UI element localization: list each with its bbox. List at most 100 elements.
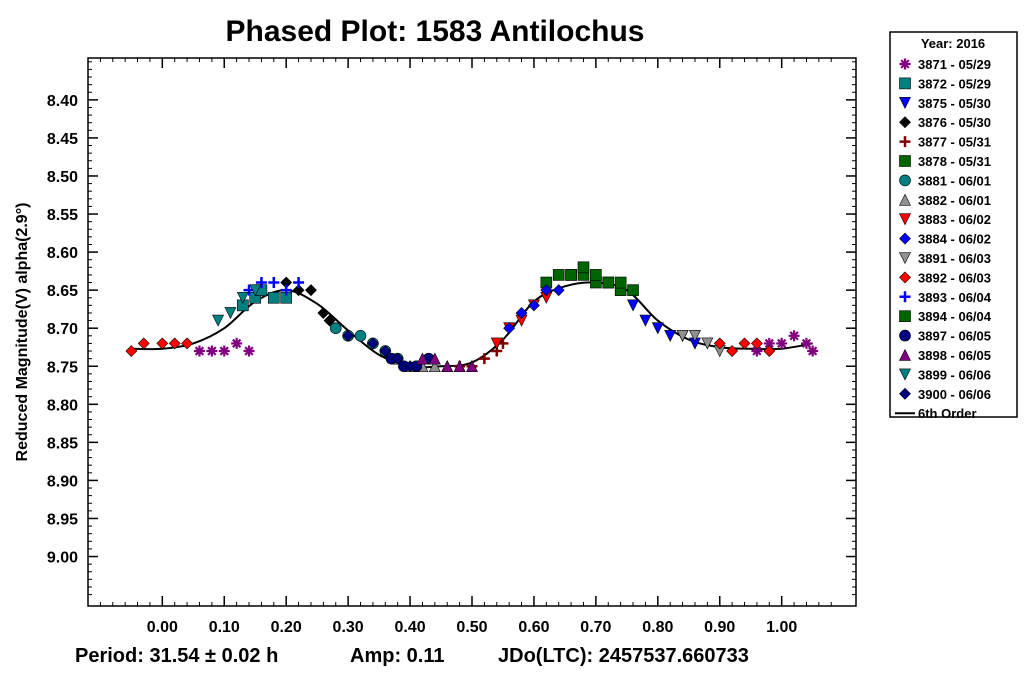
data-point <box>236 291 249 304</box>
y-tick-label: 8.65 <box>47 283 78 300</box>
data-point <box>168 337 181 350</box>
legend-item: 3883 - 06/02 <box>899 212 991 227</box>
legend: Year: 2016 3871 - 05/29 3872 - 05/29 3875 … <box>889 31 1018 421</box>
data-point <box>478 353 490 365</box>
data-point <box>366 337 379 350</box>
data-point <box>701 337 714 350</box>
data-point <box>206 345 218 357</box>
legend-label: 3893 - 06/04 <box>918 290 992 305</box>
series <box>212 284 262 327</box>
data-point <box>776 337 788 349</box>
data-point <box>540 284 553 297</box>
data-point <box>552 269 565 281</box>
data-point <box>292 284 305 297</box>
chart-footer: Period: 31.54 ± 0.02 h Amp: 0.11 JDo(LTC… <box>75 645 749 667</box>
data-point <box>441 360 454 373</box>
data-point <box>565 269 577 281</box>
data-point <box>255 277 267 289</box>
data-point <box>212 314 225 327</box>
data-point <box>193 345 205 357</box>
y-tick-label: 8.80 <box>47 397 78 414</box>
data-point <box>726 345 739 357</box>
fit-curve <box>131 281 813 369</box>
y-tick-label: 8.95 <box>47 511 78 528</box>
data-point <box>354 330 367 342</box>
data-point <box>664 330 677 342</box>
legend-label: 3897 - 06/05 <box>918 329 991 344</box>
data-point <box>676 330 689 342</box>
data-point <box>639 314 652 327</box>
data-point <box>156 337 169 350</box>
legend-label: 3884 - 06/02 <box>918 232 991 247</box>
series <box>342 329 416 373</box>
data-point <box>763 345 776 357</box>
x-axis: 0.00 0.10 0.20 0.30 0.40 0.50 0.60 0.70 0.80 0.90… <box>99 58 832 636</box>
y-tick-label: 8.70 <box>47 321 78 338</box>
y-tick-label: 9.00 <box>47 550 78 567</box>
x-tick-label: 0.10 <box>209 619 240 636</box>
x-tick-label: 0.50 <box>456 619 487 636</box>
data-point <box>218 345 230 357</box>
data-point <box>528 299 540 312</box>
data-point <box>428 360 441 373</box>
data-point <box>800 337 812 349</box>
legend-item: 3876 - 05/30 <box>899 115 991 130</box>
plot-frame <box>87 57 857 607</box>
legend-marker <box>899 116 911 129</box>
data-points-layer <box>125 261 819 373</box>
y-tick-label: 8.75 <box>47 359 78 376</box>
legend-item: 3891 - 06/03 <box>899 251 991 266</box>
data-point <box>280 284 292 296</box>
x-tick-label: 0.30 <box>333 619 364 636</box>
legend-marker <box>899 174 911 187</box>
x-tick-label: 0.20 <box>271 619 302 636</box>
legend-item: 3881 - 06/01 <box>899 173 991 188</box>
y-tick-label: 8.60 <box>47 245 78 262</box>
x-tick-label: 1.00 <box>766 619 797 636</box>
data-point <box>614 276 627 289</box>
legend-item: 3897 - 06/05 <box>899 329 991 344</box>
legend-marker <box>899 329 911 342</box>
data-point <box>181 337 194 350</box>
legend-label: 3875 - 05/30 <box>918 96 991 111</box>
legend-marker <box>899 97 911 109</box>
legend-label: 3878 - 05/31 <box>918 154 991 169</box>
legend-label: 3877 - 05/31 <box>918 135 991 150</box>
data-point <box>577 261 590 274</box>
data-point <box>379 345 392 357</box>
legend-label: 3899 - 06/06 <box>918 367 991 382</box>
y-tick-label: 8.45 <box>47 131 78 148</box>
data-point <box>788 330 800 342</box>
data-point <box>268 291 280 304</box>
legend-item: 3872 - 05/29 <box>899 76 991 91</box>
legend-box <box>889 31 1018 418</box>
legend-label: 3892 - 06/03 <box>918 270 991 285</box>
data-point <box>416 352 429 365</box>
legend-label: 3882 - 06/01 <box>918 193 991 208</box>
x-tick-label: 0.40 <box>394 619 425 636</box>
legend-marker <box>899 310 911 323</box>
legend-item: 3884 - 06/02 <box>899 232 991 247</box>
series <box>243 277 305 296</box>
legend-label: 3881 - 06/01 <box>918 173 991 188</box>
data-point <box>490 337 503 350</box>
data-point <box>738 337 751 350</box>
data-point <box>552 284 565 297</box>
data-point <box>763 337 775 349</box>
data-point <box>224 307 237 320</box>
x-tick-label: 0.00 <box>147 619 178 636</box>
y-tick-label: 8.55 <box>47 207 78 224</box>
data-point <box>249 284 262 297</box>
legend-items: 3871 - 05/29 3872 - 05/29 3875 - 05/30 3876… <box>895 57 992 421</box>
legend-label: 3883 - 06/02 <box>918 212 991 227</box>
series <box>193 330 819 357</box>
data-point <box>428 352 441 365</box>
legend-label: 3891 - 06/03 <box>918 251 991 266</box>
legend-label: 3898 - 06/05 <box>918 348 991 363</box>
legend-marker <box>899 368 911 381</box>
x-tick-label: 0.70 <box>580 619 611 636</box>
legend-marker <box>899 232 911 245</box>
data-point <box>750 337 763 350</box>
legend-item: 3893 - 06/04 <box>899 290 992 305</box>
data-point <box>231 337 243 349</box>
